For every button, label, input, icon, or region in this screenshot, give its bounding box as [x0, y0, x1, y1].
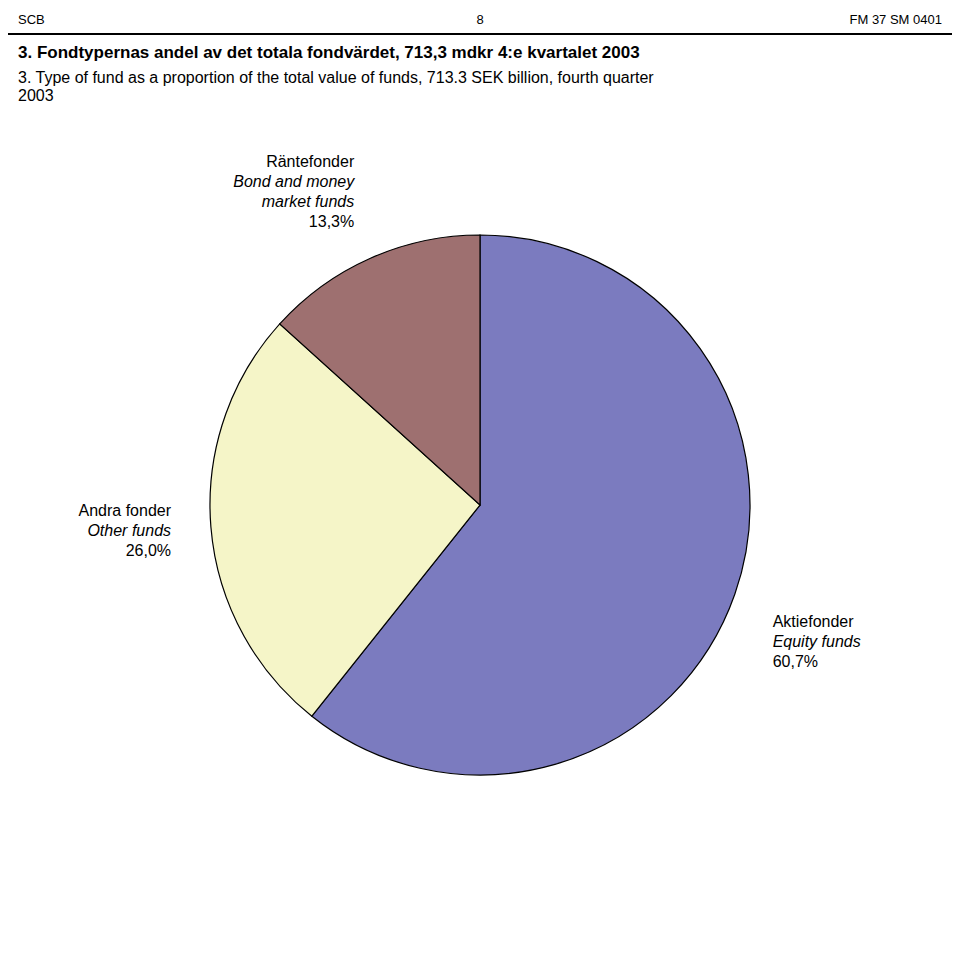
svg-text:Equity funds: Equity funds: [773, 633, 861, 650]
html-text:FM 37 SM 0401: FM 37 SM 0401: [849, 12, 942, 27]
svg-text:26,0%: 26,0%: [126, 542, 171, 559]
html-text:SCB: SCB: [18, 12, 45, 27]
svg-text:market funds: market funds: [262, 193, 354, 210]
svg-text:Räntefonder: Räntefonder: [266, 153, 355, 170]
html-text:3. Type of fund as a proportio: 3. Type of fund as a proportion of the t…: [18, 69, 654, 104]
svg-text:60,7%: 60,7%: [773, 653, 818, 670]
html-text:3. Fondtypernas andel av det t: 3. Fondtypernas andel av det totala fond…: [18, 43, 640, 62]
svg-text:Bond and money: Bond and money: [233, 173, 355, 190]
svg-text:Other funds: Other funds: [87, 522, 171, 539]
html-text:8: 8: [476, 12, 484, 27]
svg-text:13,3%: 13,3%: [309, 213, 354, 230]
svg-text:Aktiefonder: Aktiefonder: [773, 613, 855, 630]
svg-text:Andra fonder: Andra fonder: [79, 502, 172, 519]
